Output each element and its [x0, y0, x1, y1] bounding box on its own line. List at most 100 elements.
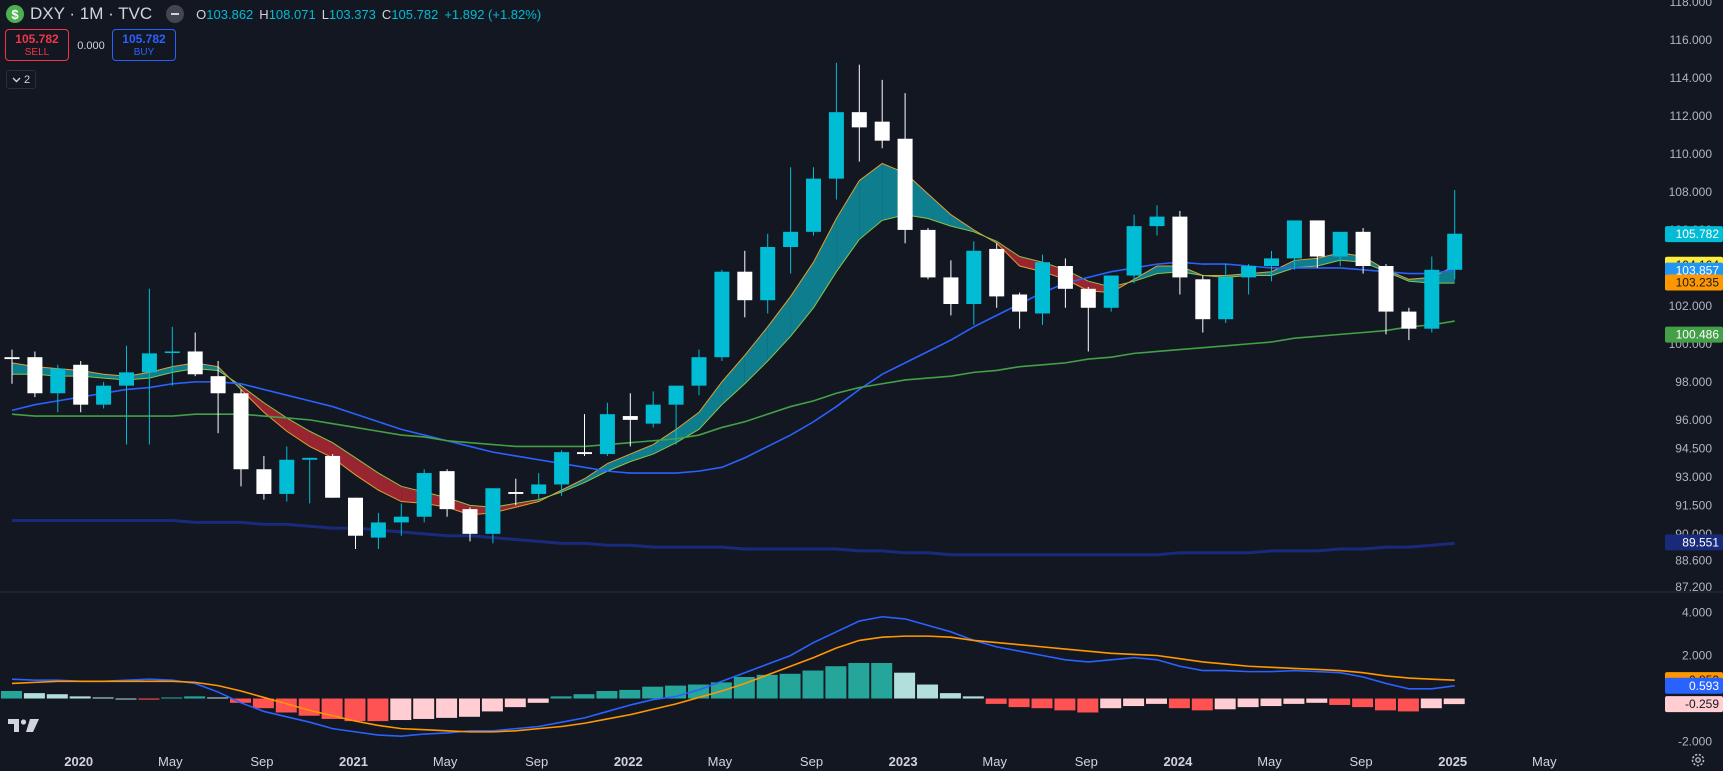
ribbon-segment [355, 457, 379, 491]
ribbon-segment [699, 381, 722, 430]
macd-histogram-bar [1352, 698, 1374, 708]
macd-histogram-bar [1168, 698, 1190, 709]
ribbon-segment [332, 442, 356, 475]
price-tick-label: 96.000 [1675, 413, 1712, 427]
price-tag-bg [1665, 274, 1723, 291]
macd-histogram-bar [367, 698, 389, 722]
indicators-toggle[interactable]: 2 [6, 70, 36, 89]
candle-body [256, 469, 272, 494]
ribbon-segment [790, 262, 814, 337]
price-tick-label: 118.000 [1670, 0, 1713, 9]
ribbon-segment [676, 412, 699, 443]
candle-body [1332, 231, 1348, 257]
candle-body [599, 414, 615, 455]
macd-histogram-bar [481, 698, 503, 712]
ribbon-segment [1294, 258, 1318, 268]
macd-histogram-bar [1191, 698, 1213, 711]
price-tick-label: 87.200 [1675, 580, 1712, 594]
price-tick-label: 116.000 [1670, 33, 1713, 47]
candle-body [73, 364, 89, 405]
ribbon-segment [928, 193, 951, 227]
buy-button[interactable]: 105.782 BUY [112, 29, 176, 61]
ribbon-segment [721, 355, 745, 405]
sell-label: SELL [24, 47, 50, 58]
collapse-icon[interactable] [166, 5, 185, 23]
macd-histogram-bar [825, 666, 847, 699]
price-tick-label: 88.600 [1675, 553, 1712, 567]
candle-body [462, 509, 478, 534]
macd-histogram-bar [298, 698, 320, 716]
macd-value-tag: -0.259 [1685, 697, 1719, 711]
macd-histogram-bar [1443, 698, 1465, 705]
time-tick-label: 2020 [64, 754, 93, 769]
macd-histogram-bar [413, 698, 435, 719]
candle-body [50, 368, 66, 394]
candle-body [897, 138, 913, 230]
price-tag: 105.782 [1676, 227, 1720, 241]
candle-body [141, 353, 157, 373]
candle-body [325, 455, 341, 498]
macd-histogram-bar [184, 696, 206, 699]
price-tick-label: 94.500 [1675, 441, 1712, 455]
ribbon-segment [607, 454, 631, 472]
macd-value-tag-bg [1665, 696, 1723, 713]
macd-histogram-bar [917, 684, 938, 699]
candle-body [828, 112, 844, 179]
indicators-count: 2 [23, 73, 31, 86]
signal-line [11, 635, 1455, 733]
macd-histogram-bar [619, 689, 641, 699]
macd-histogram-bar [550, 696, 572, 699]
candle-body [1172, 216, 1188, 278]
candle-body [1424, 269, 1440, 329]
candle-body [1126, 226, 1142, 276]
dollar-icon: $ [6, 5, 24, 23]
macd-histogram-bar [779, 673, 801, 699]
ma-line-ma_navy [12, 519, 1455, 557]
ohlc-values: O103.862 H108.071 L103.373 C105.782 +1.8… [196, 6, 542, 22]
ribbon-segment [653, 429, 677, 455]
price-tag-bg [1665, 534, 1723, 551]
price-tag: 103.235 [1676, 275, 1720, 289]
macd-histogram-bar [1123, 698, 1145, 707]
macd-histogram-bar [985, 698, 1007, 704]
macd-histogram-bar [1100, 698, 1122, 709]
candle-body [989, 248, 1005, 297]
time-tick-label: 2023 [889, 754, 918, 769]
macd-histogram-bar [962, 696, 984, 699]
time-tick-label: May [982, 754, 1007, 769]
buy-label: BUY [133, 47, 155, 58]
candle-body [485, 488, 501, 534]
macd-histogram-bar [138, 698, 160, 700]
candle-body [1080, 288, 1096, 308]
candle-body [737, 271, 753, 301]
tradingview-logo-icon[interactable] [8, 717, 40, 733]
time-tick-label: May [433, 754, 458, 769]
macd-histogram-bar [1237, 698, 1259, 708]
chevron-down-icon [12, 77, 21, 82]
macd-value-tag-bg [1665, 677, 1723, 694]
candle-body [1286, 220, 1302, 259]
gear-icon[interactable] [1690, 752, 1706, 768]
candle-body [96, 385, 112, 405]
time-tick-label: 2025 [1438, 754, 1467, 769]
candle-body [1195, 279, 1211, 320]
candle-body [1309, 220, 1325, 257]
macd-histogram-bar [1420, 698, 1442, 709]
macd-histogram-bar [207, 697, 229, 699]
symbol-title[interactable]: DXY · 1M · TVC [30, 4, 153, 23]
candle-body [1218, 277, 1234, 320]
macd-histogram-bar [161, 697, 183, 699]
buy-price: 105.782 [122, 32, 166, 46]
sell-button[interactable]: 105.782 SELL [5, 29, 69, 61]
macd-histogram-bar [1306, 698, 1328, 703]
candle-body [645, 404, 661, 424]
macd-histogram-bar [1054, 698, 1076, 711]
macd-histogram-bar [573, 694, 595, 699]
macd-histogram-bar [1008, 698, 1030, 708]
ma-line-ema_slow [12, 214, 1455, 508]
macd-histogram-bar [756, 674, 778, 699]
macd-histogram-bar [848, 663, 870, 699]
ribbon-segment [859, 163, 883, 240]
candle-body [531, 484, 547, 494]
